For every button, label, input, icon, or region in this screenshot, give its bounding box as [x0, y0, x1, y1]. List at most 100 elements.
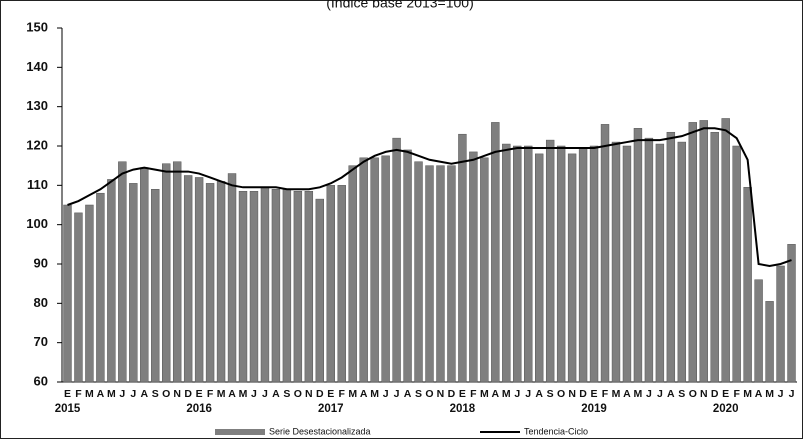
- y-tick-label: 150: [26, 19, 48, 34]
- y-tick-label: 80: [34, 295, 48, 310]
- x-tick-label: O: [162, 388, 170, 400]
- bar: [118, 161, 127, 383]
- legend-swatch: [215, 429, 265, 435]
- trend-line: [67, 127, 792, 267]
- x-tick-label: E: [722, 388, 729, 400]
- x-tick-label: J: [394, 388, 400, 400]
- x-tick-label: M: [85, 388, 94, 400]
- year-label: 2017: [318, 403, 344, 415]
- chart-subtitle: (Índice base 2013=100): [326, 0, 474, 11]
- bar: [765, 301, 774, 383]
- bar: [194, 177, 204, 383]
- x-tick-label: M: [480, 388, 489, 400]
- bar: [545, 139, 555, 383]
- bar: [392, 137, 401, 383]
- x-tick-label: N: [700, 388, 708, 400]
- bar: [337, 185, 346, 383]
- x-tick-label: A: [623, 388, 631, 400]
- bar: [403, 149, 412, 383]
- bar: [205, 183, 215, 383]
- bar: [447, 165, 456, 383]
- year-label: 2019: [581, 403, 607, 415]
- x-tick-label: M: [634, 388, 643, 400]
- bar: [578, 147, 588, 383]
- y-tick-label: 120: [26, 137, 48, 152]
- x-tick-label: A: [404, 388, 412, 400]
- x-tick-label: A: [228, 388, 236, 400]
- x-tick-label: F: [602, 388, 609, 400]
- bar: [491, 122, 500, 383]
- x-tick-label: J: [525, 388, 531, 400]
- x-tick-label: J: [778, 388, 784, 400]
- bar: [85, 204, 94, 383]
- bar: [359, 157, 368, 383]
- y-tick-label: 60: [34, 373, 48, 388]
- bar: [74, 212, 83, 383]
- bar: [732, 145, 741, 383]
- bar: [315, 198, 324, 383]
- x-tick-label: E: [196, 388, 203, 400]
- x-tick-label: M: [502, 388, 511, 400]
- bar: [677, 141, 687, 383]
- bar: [271, 189, 281, 383]
- year-label: 2020: [713, 403, 739, 415]
- bar: [524, 145, 533, 383]
- x-tick-label: S: [678, 388, 685, 400]
- x-tick-label: M: [370, 388, 379, 400]
- bar: [414, 161, 423, 383]
- x-tick-label: F: [470, 388, 477, 400]
- bar: [622, 145, 632, 383]
- x-tick-label: F: [75, 388, 82, 400]
- x-tick-label: E: [64, 388, 71, 400]
- x-tick-label: E: [327, 388, 334, 400]
- x-tick-label: J: [119, 388, 125, 400]
- bar: [260, 187, 270, 383]
- bar: [480, 157, 489, 383]
- bar: [238, 190, 248, 383]
- x-tick-label: N: [437, 388, 445, 400]
- x-tick-label: J: [262, 388, 268, 400]
- x-tick-label: A: [97, 388, 105, 400]
- bar: [776, 265, 785, 383]
- x-tick-label: J: [251, 388, 257, 400]
- bar: [151, 189, 160, 383]
- year-label: 2016: [186, 403, 212, 415]
- x-tick-label: D: [579, 388, 587, 400]
- x-tick-label: O: [425, 388, 433, 400]
- bar: [293, 190, 303, 383]
- x-tick-label: A: [535, 388, 543, 400]
- bar: [567, 153, 577, 383]
- x-tick-label: M: [765, 388, 774, 400]
- x-tick-label: M: [743, 388, 752, 400]
- y-tick-label: 70: [34, 334, 48, 349]
- bar: [216, 181, 226, 383]
- x-tick-label: D: [711, 388, 719, 400]
- bar: [600, 124, 610, 383]
- bar: [107, 179, 116, 383]
- x-tick-label: N: [568, 388, 576, 400]
- x-tick-label: E: [459, 388, 466, 400]
- bar: [655, 143, 665, 383]
- x-tick-label: S: [547, 388, 554, 400]
- bar: [249, 190, 259, 383]
- x-tick-label: O: [557, 388, 565, 400]
- x-tick-label: M: [612, 388, 621, 400]
- bar: [129, 183, 138, 383]
- bar: [172, 161, 182, 383]
- bar: [63, 204, 72, 383]
- bar: [458, 133, 467, 383]
- y-tick-label: 100: [26, 216, 48, 231]
- x-tick-label: J: [130, 388, 136, 400]
- x-tick-label: J: [383, 388, 389, 400]
- x-tick-label: A: [667, 388, 675, 400]
- bar: [304, 190, 314, 383]
- x-tick-label: A: [755, 388, 763, 400]
- year-label: 2015: [55, 403, 81, 415]
- x-tick-label: F: [733, 388, 740, 400]
- bar: [556, 145, 566, 383]
- x-tick-label: A: [272, 388, 280, 400]
- bar: [710, 131, 719, 383]
- bar: [96, 192, 105, 383]
- x-tick-label: J: [646, 388, 652, 400]
- bar: [589, 145, 599, 383]
